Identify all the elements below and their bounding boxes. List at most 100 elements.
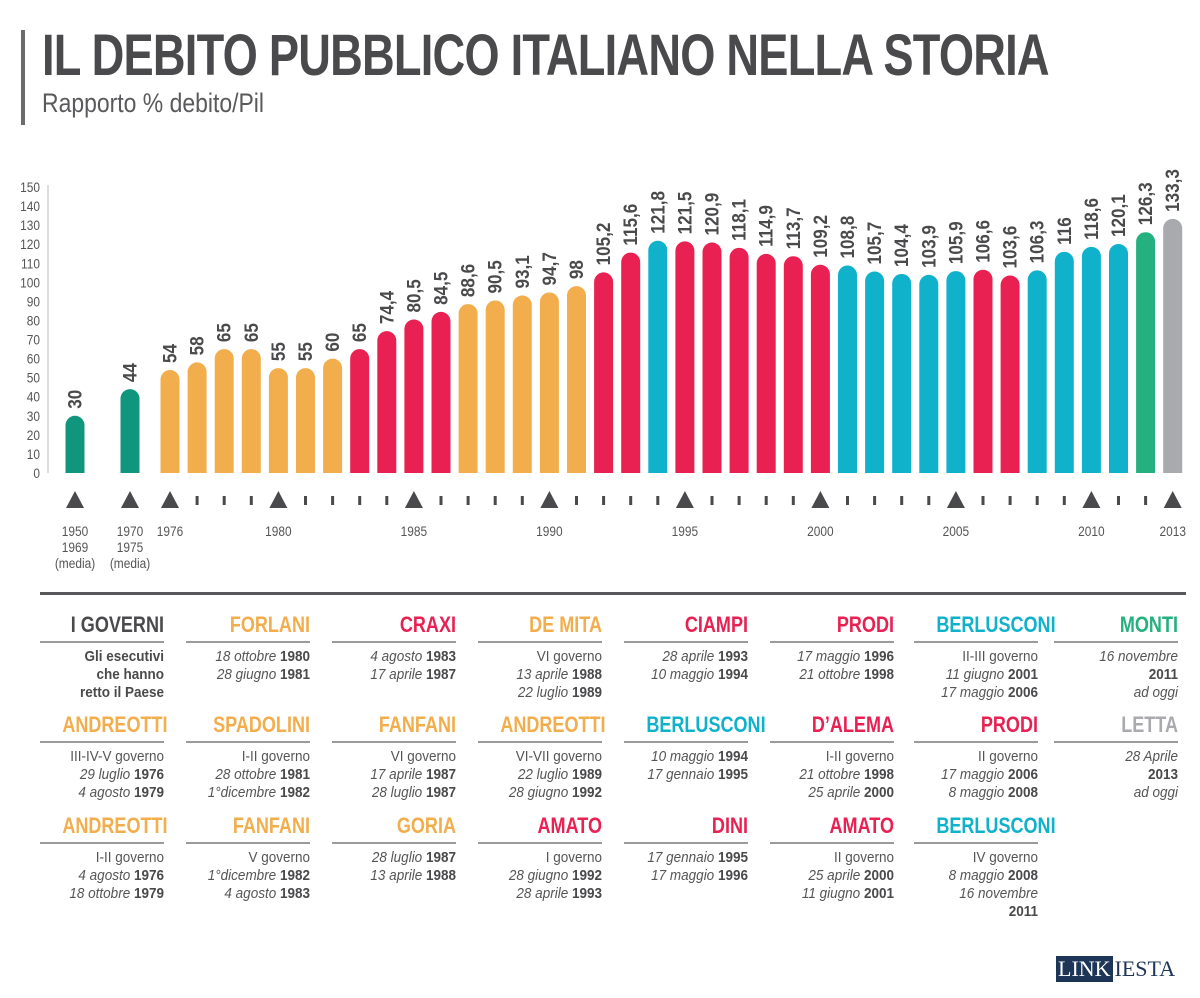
year: 2001 xyxy=(863,885,894,902)
bar-1999 xyxy=(783,256,803,473)
tick-dash xyxy=(737,496,741,505)
government-line: IV governo xyxy=(926,849,1038,867)
triangle-marker-icon xyxy=(1163,491,1182,508)
card-rule xyxy=(624,842,748,844)
government-name: CIAMPI xyxy=(684,612,748,637)
government-line: 17 gennaio 1995 xyxy=(636,849,748,867)
date: ad oggi xyxy=(1133,684,1178,701)
government-card: FORLANI 18 ottobre 1980 28 giugno 1981 xyxy=(186,612,310,684)
value-label: 126,3 xyxy=(1135,182,1156,225)
year: 1988 xyxy=(571,666,602,683)
tick-dash xyxy=(900,496,904,505)
date: 4 agosto xyxy=(370,648,423,665)
government-card: CIAMPI 28 aprile 1993 10 maggio 1994 xyxy=(624,612,748,684)
year: 1992 xyxy=(571,784,602,801)
card-rule xyxy=(332,641,456,643)
tick-dash xyxy=(710,496,714,505)
government-line: ad oggi xyxy=(1066,684,1178,702)
government-line: 10 maggio 1994 xyxy=(636,748,748,766)
government-line: 21 ottobre 1998 xyxy=(782,666,894,684)
card-rule xyxy=(186,842,310,844)
government-line: 17 maggio 2006 xyxy=(926,684,1038,702)
tick-dash xyxy=(331,496,335,505)
date: 21 ottobre xyxy=(799,766,861,783)
x-tick-label: (media) xyxy=(55,555,95,571)
government-line: 13 aprile 1988 xyxy=(490,666,602,684)
text: V governo xyxy=(248,849,310,866)
government-card: FANFANI V governo 1°dicembre 1982 4 agosto … xyxy=(186,813,310,903)
date: 4 agosto xyxy=(78,867,134,884)
value-label: 44 xyxy=(120,363,141,382)
tick-dash xyxy=(1062,496,1066,505)
government-line: II governo xyxy=(782,849,894,867)
logo-part-2: IESTA xyxy=(1114,956,1176,981)
bar-1980 xyxy=(268,368,288,473)
card-rule xyxy=(478,842,602,844)
government-line: 28 aprile 1993 xyxy=(636,648,748,666)
government-name: DINI xyxy=(711,813,748,838)
text: II governo xyxy=(833,849,894,866)
triangle-marker-icon xyxy=(675,491,694,508)
bar-1986 xyxy=(431,311,451,473)
value-label: 114,9 xyxy=(756,205,777,247)
tick-dash xyxy=(493,496,497,505)
y-tick-label: 40 xyxy=(27,389,40,405)
government-line: 13 aprile 1988 xyxy=(344,867,456,885)
card-rule xyxy=(1054,641,1178,643)
tick-dash xyxy=(358,496,362,505)
government-line: 17 gennaio 1995 xyxy=(636,766,748,784)
value-label: 118,6 xyxy=(1081,198,1102,240)
triangle-marker-icon xyxy=(269,491,288,508)
government-line: 1°dicembre 1982 xyxy=(198,784,310,802)
year: 1995 xyxy=(717,849,748,866)
card-rule xyxy=(332,741,456,743)
government-name: ANDREOTTI xyxy=(500,712,606,737)
government-line: 18 ottobre 1979 xyxy=(52,885,164,903)
government-line: 16 novembre xyxy=(1066,648,1178,666)
y-tick-label: 50 xyxy=(27,370,40,386)
value-label: 93,1 xyxy=(512,255,533,288)
card-rule xyxy=(478,741,602,743)
title-accent-bar xyxy=(21,30,25,125)
government-card: SPADOLINI I-II governo 28 ottobre 1981 1°di… xyxy=(186,712,310,802)
government-line: 25 aprile 2000 xyxy=(782,867,894,885)
bar-1976 xyxy=(160,370,180,473)
card-rule xyxy=(186,641,310,643)
tick-dash xyxy=(873,496,877,505)
x-tick-label: 1980 xyxy=(265,523,291,539)
government-card: ANDREOTTI VI-VII governo 22 luglio 1989 28 … xyxy=(478,712,606,802)
year: 1981 xyxy=(279,666,310,683)
value-label: 106,3 xyxy=(1027,221,1048,264)
card-rule xyxy=(40,641,164,643)
government-line: 2013 xyxy=(1066,766,1178,784)
y-tick-label: 30 xyxy=(27,408,40,424)
year: 1996 xyxy=(863,648,894,665)
value-label: 65 xyxy=(349,323,370,342)
tick-dash xyxy=(927,496,931,505)
date: 28 aprile xyxy=(662,648,715,665)
government-card: MONTI 16 novembre 2011 ad oggi xyxy=(1054,612,1178,702)
government-card: BERLUSCONI II-III governo 11 giugno 2001 17… xyxy=(914,612,1056,702)
value-label: 113,7 xyxy=(783,207,804,249)
year: 1976 xyxy=(133,867,164,884)
year: 2000 xyxy=(863,784,894,801)
value-label: 94,7 xyxy=(539,252,560,285)
government-name: SPADOLINI xyxy=(213,712,310,737)
y-tick-label: 80 xyxy=(27,313,40,329)
government-line: 11 giugno 2001 xyxy=(782,885,894,903)
tick-dash xyxy=(846,496,849,505)
triangle-marker-icon xyxy=(811,491,830,508)
year: 2000 xyxy=(863,867,894,884)
date: 18 ottobre xyxy=(215,648,277,665)
x-tick-label: 2000 xyxy=(807,523,833,539)
year: 1983 xyxy=(425,648,456,665)
value-label: 74,4 xyxy=(376,291,397,324)
government-card: I GOVERNI Gli esecutivi che hanno retto il … xyxy=(40,612,164,702)
date: 17 maggio xyxy=(941,766,1005,783)
linkiesta-logo: LINK IESTA xyxy=(1056,956,1177,982)
value-label: 65 xyxy=(241,323,262,342)
bar-1998 xyxy=(756,253,776,473)
year: 1994 xyxy=(717,666,748,683)
text: VI-VII governo xyxy=(515,748,602,765)
y-tick-label: 130 xyxy=(20,217,40,233)
